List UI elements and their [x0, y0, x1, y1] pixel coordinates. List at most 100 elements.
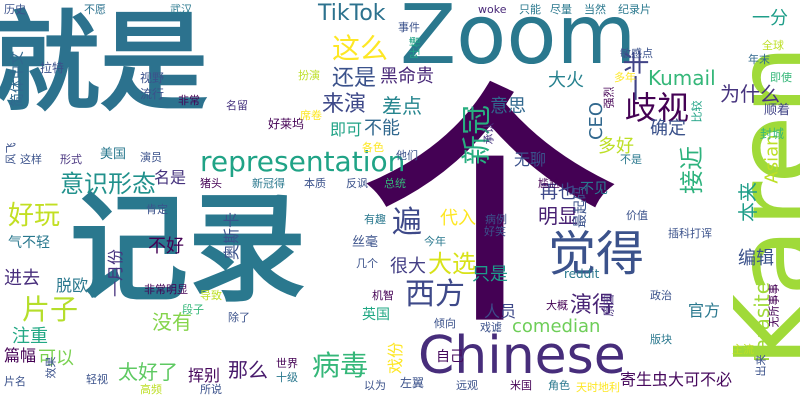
word: 西方 — [405, 277, 465, 312]
word: 风飞 — [4, 142, 18, 165]
word: 很大 — [390, 256, 426, 277]
word: 这么 — [332, 32, 389, 65]
word: 不是 — [620, 153, 642, 166]
word: 非常 — [178, 94, 200, 107]
word: 总统 — [384, 177, 406, 190]
word: 为什么 — [720, 82, 780, 106]
word: 当然 — [584, 3, 606, 16]
word: 不愿 — [84, 3, 106, 16]
word: 戏份 — [386, 341, 406, 375]
word: 意识形态 — [60, 170, 156, 198]
word: 拉特 — [40, 61, 65, 75]
word: 来演 — [322, 92, 367, 117]
word: 各色 — [362, 141, 384, 154]
word: 美国 — [100, 147, 127, 162]
word: 事件 — [398, 21, 420, 34]
word: 注重 — [12, 326, 48, 347]
word: 年末 — [748, 53, 770, 66]
word: 多好 — [598, 136, 634, 157]
word: 人员 — [484, 302, 517, 321]
word: 出来 — [754, 354, 768, 377]
word: comedian — [512, 316, 601, 337]
word: 主流 — [732, 343, 754, 356]
word: 他们 — [396, 149, 418, 162]
word: 遍 — [392, 205, 422, 240]
word: 左翼 — [400, 376, 425, 390]
word: 十级 — [276, 371, 298, 384]
word: 以为 — [364, 379, 386, 392]
word: reddit — [564, 267, 600, 281]
word: 天时地利 — [576, 381, 620, 394]
word: TikTok — [318, 1, 386, 26]
word: 多年 — [614, 71, 636, 84]
word: 片名 — [4, 375, 26, 388]
word: 肯定 — [146, 203, 168, 216]
word: 角色 — [548, 379, 570, 392]
word: 演员 — [140, 151, 162, 164]
word: 寄生虫大可不必 — [620, 370, 733, 389]
word: 大概 — [546, 299, 568, 312]
word: 吐槽 — [408, 36, 422, 59]
word: 非常明显 — [144, 283, 188, 296]
word: 猪头 — [200, 177, 222, 190]
word: Zoom — [400, 0, 637, 83]
word: 一月份 — [106, 248, 126, 298]
word: 历史 — [4, 3, 26, 16]
word: 丝毫 — [352, 235, 379, 250]
word: 大选 — [428, 250, 476, 278]
word: 反讽 — [346, 177, 368, 190]
word: 轻视 — [86, 373, 108, 386]
word: 即可 — [330, 120, 363, 139]
word: 段子 — [182, 303, 204, 316]
word: 顺着 — [764, 103, 791, 118]
word: 世界 — [276, 357, 298, 370]
word: 比较 — [690, 100, 704, 123]
word: representation — [200, 145, 406, 178]
word: 倾向 — [434, 317, 456, 330]
word: 奥斯卡 — [222, 211, 242, 261]
word: Chinese — [418, 326, 626, 386]
word: 强烈 — [602, 86, 616, 109]
word: 远观 — [456, 379, 478, 392]
word: 版块 — [650, 333, 672, 346]
word: 记录 — [70, 180, 307, 318]
word: 新冠得 — [252, 177, 285, 190]
word: 英国 — [362, 307, 390, 323]
word: 即使 — [770, 71, 792, 84]
word: 席卷 — [300, 109, 322, 122]
word: 承认 — [482, 122, 496, 145]
word: 就是 — [0, 1, 209, 126]
word: 这样 — [20, 153, 42, 166]
word: 只是 — [472, 264, 508, 285]
word: 太好了 — [118, 360, 178, 384]
word: 接近 — [678, 146, 706, 194]
word: 确定 — [650, 118, 686, 139]
word: 尴尬 — [538, 177, 560, 190]
word: 代入 — [440, 208, 476, 229]
word: 不能 — [364, 118, 400, 139]
word: 扮演 — [298, 69, 320, 82]
word: 戏谑 — [480, 321, 502, 334]
word: 挥别 — [188, 366, 221, 385]
word: 全球 — [762, 39, 784, 52]
word: 进去 — [4, 268, 40, 289]
word: 原因 — [602, 294, 616, 317]
word: 无所事事 — [767, 283, 781, 328]
word: 本来 — [736, 182, 760, 222]
word: 黑命贵 — [380, 66, 434, 87]
word: 脱欧 — [56, 276, 89, 295]
word: 歧视 — [625, 89, 690, 127]
word: 有趣 — [364, 213, 386, 226]
word: 武汉 — [170, 3, 192, 16]
word: 简体中文 — [10, 51, 26, 107]
word: 篇幅 — [4, 346, 37, 365]
word: 气不轻 — [8, 235, 50, 251]
word: 封城 — [760, 127, 785, 141]
word: 米国 — [510, 379, 532, 392]
word: 形式 — [60, 153, 82, 166]
word: 片子 — [22, 293, 79, 326]
word: 所说 — [200, 383, 222, 396]
word: 插科打诨 — [668, 227, 712, 240]
word: 自己 — [436, 349, 464, 365]
